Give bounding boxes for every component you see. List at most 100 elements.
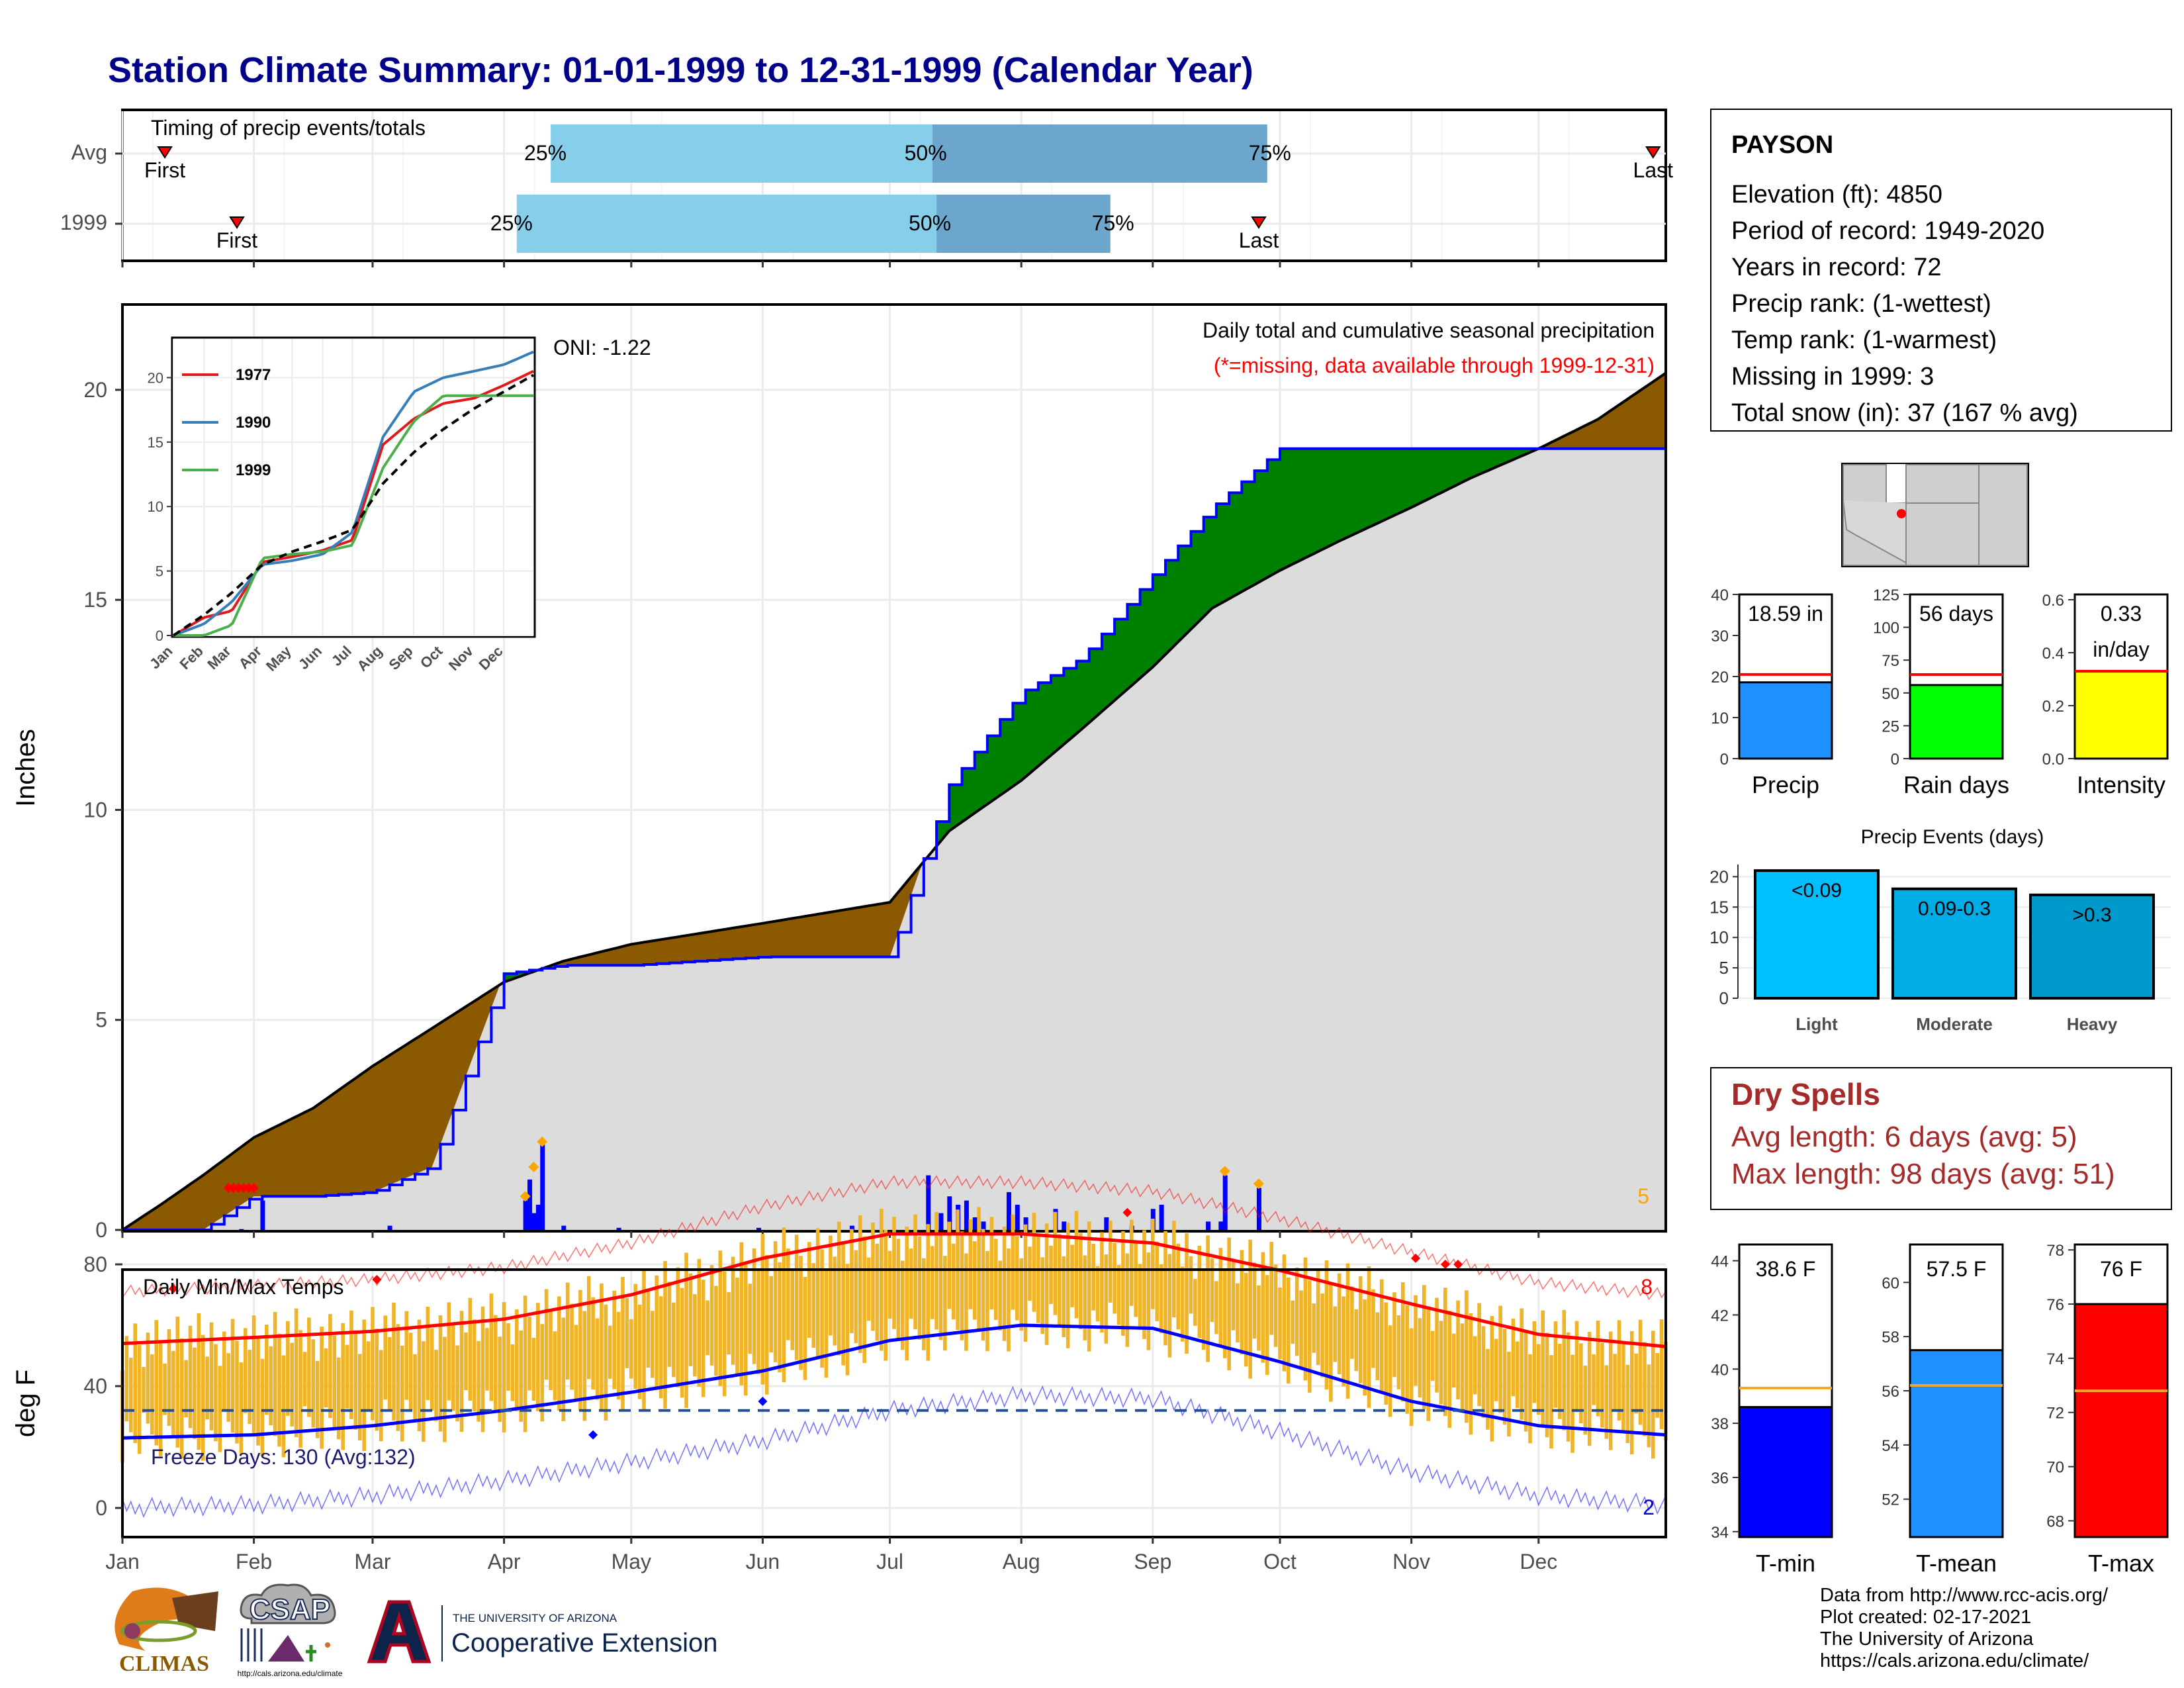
gauge-bar bbox=[1738, 681, 1833, 760]
daily-temp-bar bbox=[985, 1250, 989, 1352]
gauge-value-label: 57.5 F bbox=[1927, 1257, 1987, 1281]
timing-bar-q2 bbox=[932, 124, 1267, 183]
daily-temp-bar bbox=[1405, 1305, 1409, 1414]
station-temp-rank: Temp rank: (1-warmest) bbox=[1731, 326, 1997, 354]
daily-temp-bar bbox=[1583, 1366, 1588, 1435]
daily-temp-bar bbox=[608, 1325, 612, 1379]
gauge-bar bbox=[1909, 1349, 2004, 1538]
last-label: Last bbox=[1239, 228, 1279, 252]
daily-temp-bar bbox=[582, 1311, 587, 1421]
daily-temp-bar bbox=[1532, 1321, 1537, 1403]
daily-temp-bar bbox=[833, 1256, 837, 1346]
daily-temp-bar bbox=[1007, 1248, 1011, 1352]
daily-temp-bar bbox=[629, 1319, 633, 1379]
daily-temp-bar bbox=[591, 1297, 595, 1390]
daily-temp-bar bbox=[1257, 1285, 1261, 1351]
month-label: Oct bbox=[1263, 1550, 1297, 1573]
daily-temp-bar bbox=[1273, 1264, 1278, 1347]
daily-temp-bar bbox=[332, 1335, 337, 1429]
last-marker-icon bbox=[1251, 216, 1267, 229]
daily-temp-bar bbox=[1430, 1331, 1435, 1381]
daily-temp-bar bbox=[989, 1217, 994, 1310]
daily-temp-bar bbox=[1116, 1265, 1121, 1325]
daily-temp-bar bbox=[1358, 1276, 1363, 1383]
inset-series-line bbox=[173, 394, 533, 637]
daily-temp-bar bbox=[1240, 1250, 1244, 1355]
gauge-tick-label: 20 bbox=[1711, 669, 1729, 686]
daily-temp-bar bbox=[383, 1315, 388, 1400]
daily-temp-bar bbox=[1613, 1354, 1617, 1409]
daily-temp-bar bbox=[947, 1221, 952, 1309]
daily-temp-bar bbox=[1371, 1289, 1375, 1368]
daily-temp-bar bbox=[739, 1242, 744, 1385]
daily-temp-bar bbox=[1295, 1267, 1299, 1356]
daily-temp-bar bbox=[1659, 1319, 1664, 1429]
daily-temp-bar bbox=[175, 1316, 180, 1448]
daily-temp-bar bbox=[938, 1234, 943, 1340]
timing-panel: First Last 25% 50% 75% First Last 25% 50% 75% Tim… bbox=[60, 109, 1673, 267]
events-bar bbox=[1754, 869, 1880, 1000]
daily-temp-bar bbox=[1303, 1257, 1308, 1381]
daily-temp-bar bbox=[451, 1323, 455, 1411]
daily-precip-bar bbox=[239, 1229, 244, 1230]
daily-temp-bar bbox=[209, 1322, 214, 1430]
daily-temp-bar bbox=[718, 1250, 723, 1386]
daily-temp-bar bbox=[913, 1214, 917, 1330]
daily-temp-bar bbox=[269, 1346, 273, 1426]
daily-temp-bar bbox=[824, 1270, 829, 1378]
daily-temp-bar bbox=[1134, 1242, 1138, 1317]
daily-temp-bar bbox=[1655, 1353, 1659, 1418]
daily-temp-bar bbox=[434, 1350, 438, 1421]
daily-temp-bar bbox=[256, 1337, 260, 1446]
daily-temp-bar bbox=[993, 1239, 998, 1321]
daily-temp-bar bbox=[709, 1265, 714, 1366]
daily-temp-bar bbox=[366, 1341, 371, 1410]
timing-row-avg: Avg bbox=[71, 140, 107, 164]
temp-label: Daily Min/Max Temps bbox=[143, 1275, 343, 1299]
gauge-t-min: 34 36 38 40 42 44 38.6 F T-min bbox=[1711, 1243, 1833, 1577]
daily-temp-bar bbox=[1252, 1262, 1257, 1339]
daily-temp-bar bbox=[586, 1276, 591, 1380]
daily-temp-bar bbox=[1600, 1342, 1604, 1428]
daily-temp-bar bbox=[714, 1286, 718, 1376]
gauge-tick-label: 38 bbox=[1711, 1415, 1729, 1433]
daily-temp-bar bbox=[265, 1325, 269, 1415]
daily-temp-bar bbox=[357, 1354, 362, 1440]
daily-temp-bar bbox=[214, 1344, 218, 1442]
daily-temp-bar bbox=[163, 1363, 167, 1415]
daily-temp-bar bbox=[1320, 1293, 1324, 1378]
daily-temp-bar bbox=[1222, 1270, 1227, 1358]
daily-temp-bar bbox=[404, 1311, 409, 1400]
daily-temp-bar bbox=[1528, 1354, 1532, 1444]
daily-temp-bar bbox=[901, 1260, 905, 1350]
daily-temp-bar bbox=[1414, 1295, 1418, 1386]
daily-temp-bar bbox=[972, 1241, 977, 1320]
daily-temp-bar bbox=[1481, 1326, 1486, 1418]
gauge-bar bbox=[1909, 684, 2004, 760]
daily-temp-bar bbox=[129, 1358, 133, 1432]
daily-temp-bar bbox=[311, 1339, 316, 1428]
daily-temp-bar bbox=[298, 1330, 302, 1448]
p25-label: 25% bbox=[490, 211, 533, 235]
daily-precip-bar bbox=[540, 1141, 545, 1230]
daily-temp-bar bbox=[1049, 1245, 1053, 1304]
inset-tick-label: 10 bbox=[148, 498, 163, 515]
events-bar-label: >0.3 bbox=[2072, 904, 2111, 926]
daily-temp-bar bbox=[1091, 1243, 1095, 1311]
precip-missing-note: (*=missing, data available through 1999-… bbox=[1214, 353, 1655, 377]
daily-temp-bar bbox=[1574, 1321, 1579, 1413]
daily-temp-bar bbox=[1248, 1239, 1252, 1379]
month-label: Dec bbox=[1520, 1550, 1557, 1573]
daily-temp-bar bbox=[794, 1235, 799, 1360]
gauge-tick-label: 40 bbox=[1711, 586, 1729, 604]
daily-temp-bar bbox=[184, 1360, 188, 1417]
inset-series-line bbox=[172, 369, 534, 637]
gauge-tick-label: 68 bbox=[2046, 1513, 2064, 1530]
daily-temp-bar bbox=[625, 1297, 629, 1368]
daily-temp-bar bbox=[1592, 1354, 1596, 1405]
daily-temp-bar bbox=[807, 1242, 811, 1338]
daily-temp-bar bbox=[561, 1317, 566, 1421]
daily-precip-bar bbox=[972, 1217, 978, 1230]
precip-tick-label: 15 bbox=[83, 588, 107, 612]
month-label: Aug bbox=[1003, 1550, 1040, 1573]
